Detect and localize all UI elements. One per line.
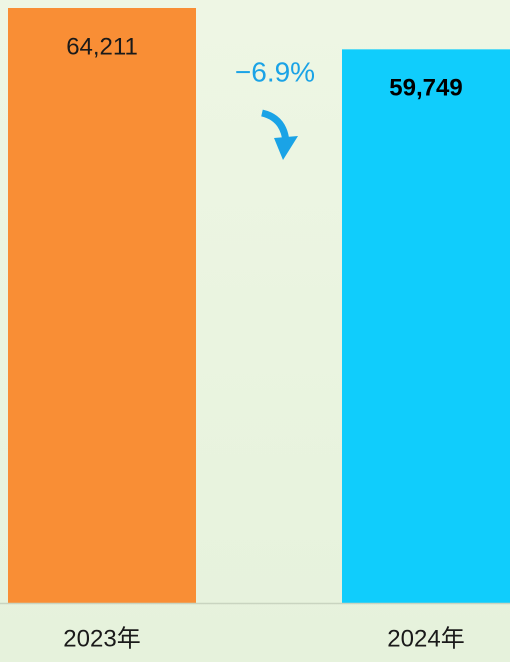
change-annotation: −6.9% [235, 56, 315, 87]
bar [8, 8, 196, 603]
x-tick-label: 2023年 [63, 625, 140, 652]
x-tick-label: 2024年 [387, 625, 464, 652]
value-label: 64,211 [66, 33, 138, 60]
bar [342, 49, 510, 604]
change-arrow [261, 109, 298, 160]
arrow-head [274, 136, 298, 160]
value-label: 59,749 [389, 75, 462, 102]
plot-area: 64,211 2023年 59,749 2024年 [8, 8, 510, 652]
